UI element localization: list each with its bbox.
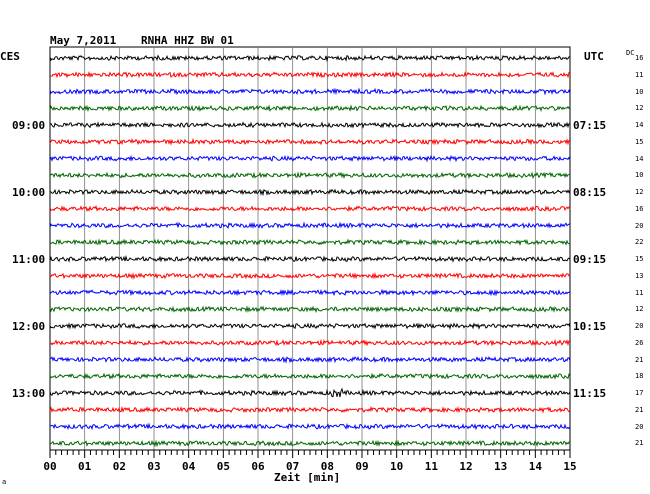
x-tick-label: 11 (425, 460, 439, 473)
x-tick-label: 12 (459, 460, 472, 473)
plot-grid (49, 46, 571, 451)
seismic-trace (49, 305, 571, 314)
dc-value: 20 (635, 221, 644, 230)
x-tick-label: 01 (78, 460, 92, 473)
dc-value: 12 (635, 305, 644, 314)
seismic-trace (49, 338, 571, 347)
dc-value: 21 (635, 439, 644, 448)
x-tick-label: 07 (286, 460, 299, 473)
x-tick-label: 04 (182, 460, 196, 473)
x-axis-label: Zeit [min] (274, 471, 341, 484)
station-label: RNHA HHZ BW 01 (141, 34, 234, 47)
x-tick-label: 03 (147, 460, 160, 473)
dc-header-label: DC (626, 49, 635, 57)
dc-value: 12 (635, 188, 644, 196)
left-time-1100: 11:00 (12, 253, 46, 266)
x-tick-label: 06 (251, 460, 265, 473)
seismic-trace (49, 356, 571, 364)
dc-value: 21 (635, 355, 644, 364)
seismic-trace (49, 54, 571, 63)
seismic-trace (49, 387, 571, 398)
seismic-trace (49, 439, 571, 448)
seismic-trace (49, 272, 571, 280)
dc-value: 11 (635, 288, 644, 297)
corner-mark: a (2, 478, 7, 486)
seismic-trace (49, 372, 571, 380)
seismic-trace (49, 221, 571, 229)
x-tick-label: 00 (43, 460, 56, 473)
seismic-trace (49, 70, 571, 79)
x-tick-label: 05 (217, 460, 230, 473)
seismic-trace (49, 121, 571, 129)
dc-value: 16 (635, 54, 644, 62)
left-time-0900: 09:00 (12, 119, 46, 132)
x-tick-label: 02 (113, 460, 126, 473)
dc-value: 10 (635, 171, 644, 180)
dc-value: 20 (635, 322, 644, 330)
seismic-trace (49, 238, 571, 247)
dc-value: 22 (635, 238, 644, 247)
seismic-trace (49, 422, 571, 431)
seismic-trace (49, 171, 571, 180)
left-time-1300: 13:00 (12, 387, 46, 400)
seismic-trace (49, 188, 571, 197)
left-time-1000: 10:00 (12, 186, 46, 199)
x-tick-label: 09 (355, 460, 368, 473)
right-time-1115: 11:15 (573, 387, 607, 400)
dc-value: 17 (635, 389, 644, 397)
right-time-0815: 08:15 (573, 186, 607, 199)
dc-value: 21 (635, 405, 644, 414)
dc-value: 11 (635, 70, 644, 79)
time-axis: 00 01 02 03 04 05 06 07 08 09 10 11 12 13 14 15 (43, 449, 577, 473)
x-tick-label: 15 (563, 460, 576, 473)
x-tick-label: 08 (321, 460, 334, 473)
right-time-1015: 10:15 (573, 320, 607, 333)
right-time-0715: 07:15 (573, 119, 607, 132)
seismic-trace (49, 137, 571, 146)
right-timezone-label: UTC (584, 50, 604, 63)
seismic-trace (49, 405, 571, 414)
seismic-trace (49, 254, 571, 263)
date-label: May 7,2011 (50, 34, 117, 47)
seismic-trace (49, 205, 571, 213)
right-time-0915: 09:15 (573, 253, 607, 266)
seismic-trace (49, 104, 571, 112)
dc-value: 12 (635, 104, 644, 113)
trace-group (49, 54, 571, 448)
x-tick-label: 14 (529, 460, 543, 473)
dc-value: 16 (635, 204, 644, 213)
x-tick-label: 13 (494, 460, 507, 473)
dc-value: 14 (635, 121, 644, 129)
dc-value: 20 (635, 422, 644, 431)
dc-value: 18 (635, 372, 644, 381)
dc-value: 15 (635, 255, 644, 263)
left-time-1200: 12:00 (12, 320, 46, 333)
seismic-trace (49, 322, 571, 331)
dc-value: 13 (635, 271, 644, 280)
seismic-trace (49, 288, 571, 297)
seismic-trace (49, 87, 571, 96)
left-timezone-label: CES (0, 50, 20, 63)
dc-value: 15 (635, 137, 644, 146)
dc-value: 14 (635, 154, 644, 163)
x-tick-label: 10 (390, 460, 403, 473)
dc-value: 26 (635, 338, 644, 347)
dc-value: 10 (635, 87, 644, 96)
seismic-trace (49, 154, 571, 163)
